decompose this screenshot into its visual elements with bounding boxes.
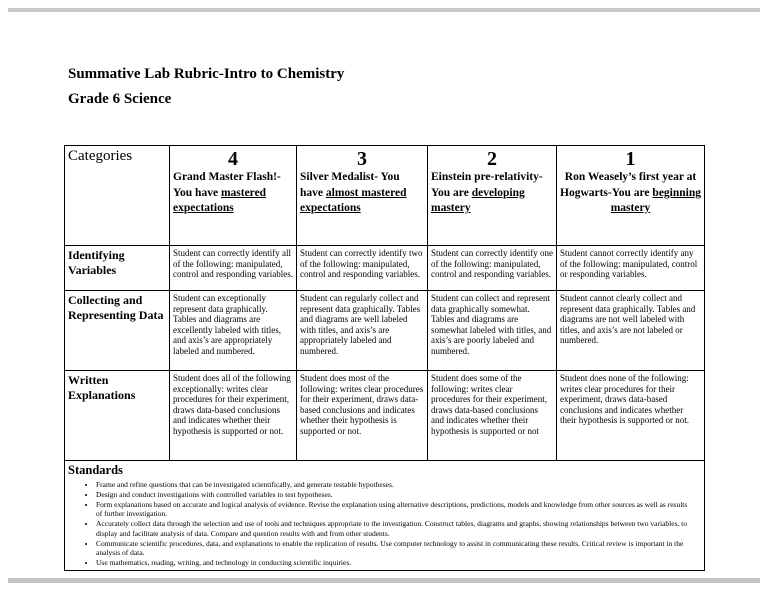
table-row-written-explanations: Written Explanations Student does all of…	[64, 370, 705, 461]
row-label-collecting-representing-data: Collecting and Representing Data	[64, 290, 170, 371]
standards-heading: Standards	[68, 463, 123, 477]
rubric-cell: Student can correctly identify all of th…	[169, 245, 297, 291]
scan-edge-top	[8, 8, 760, 12]
standards-item: Use mathematics, reading, writing, and t…	[96, 558, 701, 568]
column-3-title: Silver Medalist- You have almost mastere…	[300, 170, 424, 217]
score-1-label: 1	[625, 148, 636, 170]
page-title-line2: Grade 6 Science	[68, 90, 172, 107]
column-1-title-prefix: Ron Weasely’s first year at Hogwarts-You…	[560, 171, 697, 199]
page-title-line1: Summative Lab Rubric-Intro to Chemistry	[68, 66, 345, 82]
rubric-cell: Student does some of the following: writ…	[427, 370, 557, 461]
column-4-title: Grand Master Flash!- You have mastered e…	[173, 170, 293, 217]
rubric-cell: Student can collect and represent data g…	[427, 290, 557, 371]
categories-header: Categories	[64, 145, 170, 246]
header-cell-score-4: 4 Grand Master Flash!- You have mastered…	[169, 145, 297, 246]
column-3-title-prefix: Silver Medalist- You have	[300, 171, 400, 199]
column-4-title-prefix: Grand Master Flash!- You have	[173, 171, 281, 199]
column-3-title-underline: almost mastered expectations	[300, 186, 407, 215]
standards-item: Communicate scientific procedures, data,…	[96, 539, 701, 559]
rubric-cell: Student cannot correctly identify any of…	[556, 245, 705, 291]
rubric-cell: Student can exceptionally represent data…	[169, 290, 297, 371]
rubric-cell: Student does most of the following: writ…	[296, 370, 428, 461]
table-row-identifying-variables: Identifying Variables Student can correc…	[64, 245, 705, 291]
rubric-cell: Student can correctly identify one of th…	[427, 245, 557, 291]
standards-item: Frame and refine questions that can be i…	[96, 480, 701, 490]
standards-list: Frame and refine questions that can be i…	[96, 480, 701, 568]
rubric-cell: Student does all of the following except…	[169, 370, 297, 461]
rubric-cell: Student does none of the following: writ…	[556, 370, 705, 461]
column-2-title-prefix: Einstein pre-relativity-You are	[431, 171, 543, 199]
standards-section: Standards Frame and refine questions tha…	[64, 460, 705, 571]
standards-row: Standards Frame and refine questions tha…	[64, 460, 705, 571]
standards-item: Design and conduct investigations with c…	[96, 490, 701, 500]
row-label-written-explanations: Written Explanations	[64, 370, 170, 461]
rubric-cell: Student cannot clearly collect and repre…	[556, 290, 705, 371]
column-2-title: Einstein pre-relativity-You are developi…	[431, 170, 553, 217]
column-4-title-underline: mastered expectations	[173, 186, 267, 215]
score-4-label: 4	[228, 148, 238, 170]
header-cell-score-3: 3 Silver Medalist- You have almost maste…	[296, 145, 428, 246]
header-row: Categories 4 Grand Master Flash!- You ha…	[64, 145, 705, 246]
header-cell-score-1: 1 Ron Weasely’s first year at Hogwarts-Y…	[556, 145, 705, 246]
column-1-title: Ron Weasely’s first year at Hogwarts-You…	[560, 170, 701, 217]
page-title: Summative Lab Rubric-Intro to Chemistry …	[68, 62, 344, 112]
rubric-table: Categories 4 Grand Master Flash!- You ha…	[64, 145, 705, 571]
standards-item: Form explanations based on accurate and …	[96, 500, 701, 520]
standards-item: Accurately collect data through the sele…	[96, 519, 701, 539]
score-3-label: 3	[357, 148, 367, 170]
scan-edge-bottom	[8, 578, 760, 583]
table-row-collecting-representing-data: Collecting and Representing Data Student…	[64, 290, 705, 371]
header-cell-score-2: 2 Einstein pre-relativity-You are develo…	[427, 145, 557, 246]
column-1-title-underline: beginning mastery	[610, 186, 701, 215]
score-2-label: 2	[487, 148, 497, 170]
column-2-title-underline: developing mastery	[431, 186, 525, 215]
rubric-cell: Student can regularly collect and repres…	[296, 290, 428, 371]
rubric-cell: Student can correctly identify two of th…	[296, 245, 428, 291]
row-label-identifying-variables: Identifying Variables	[64, 245, 170, 291]
